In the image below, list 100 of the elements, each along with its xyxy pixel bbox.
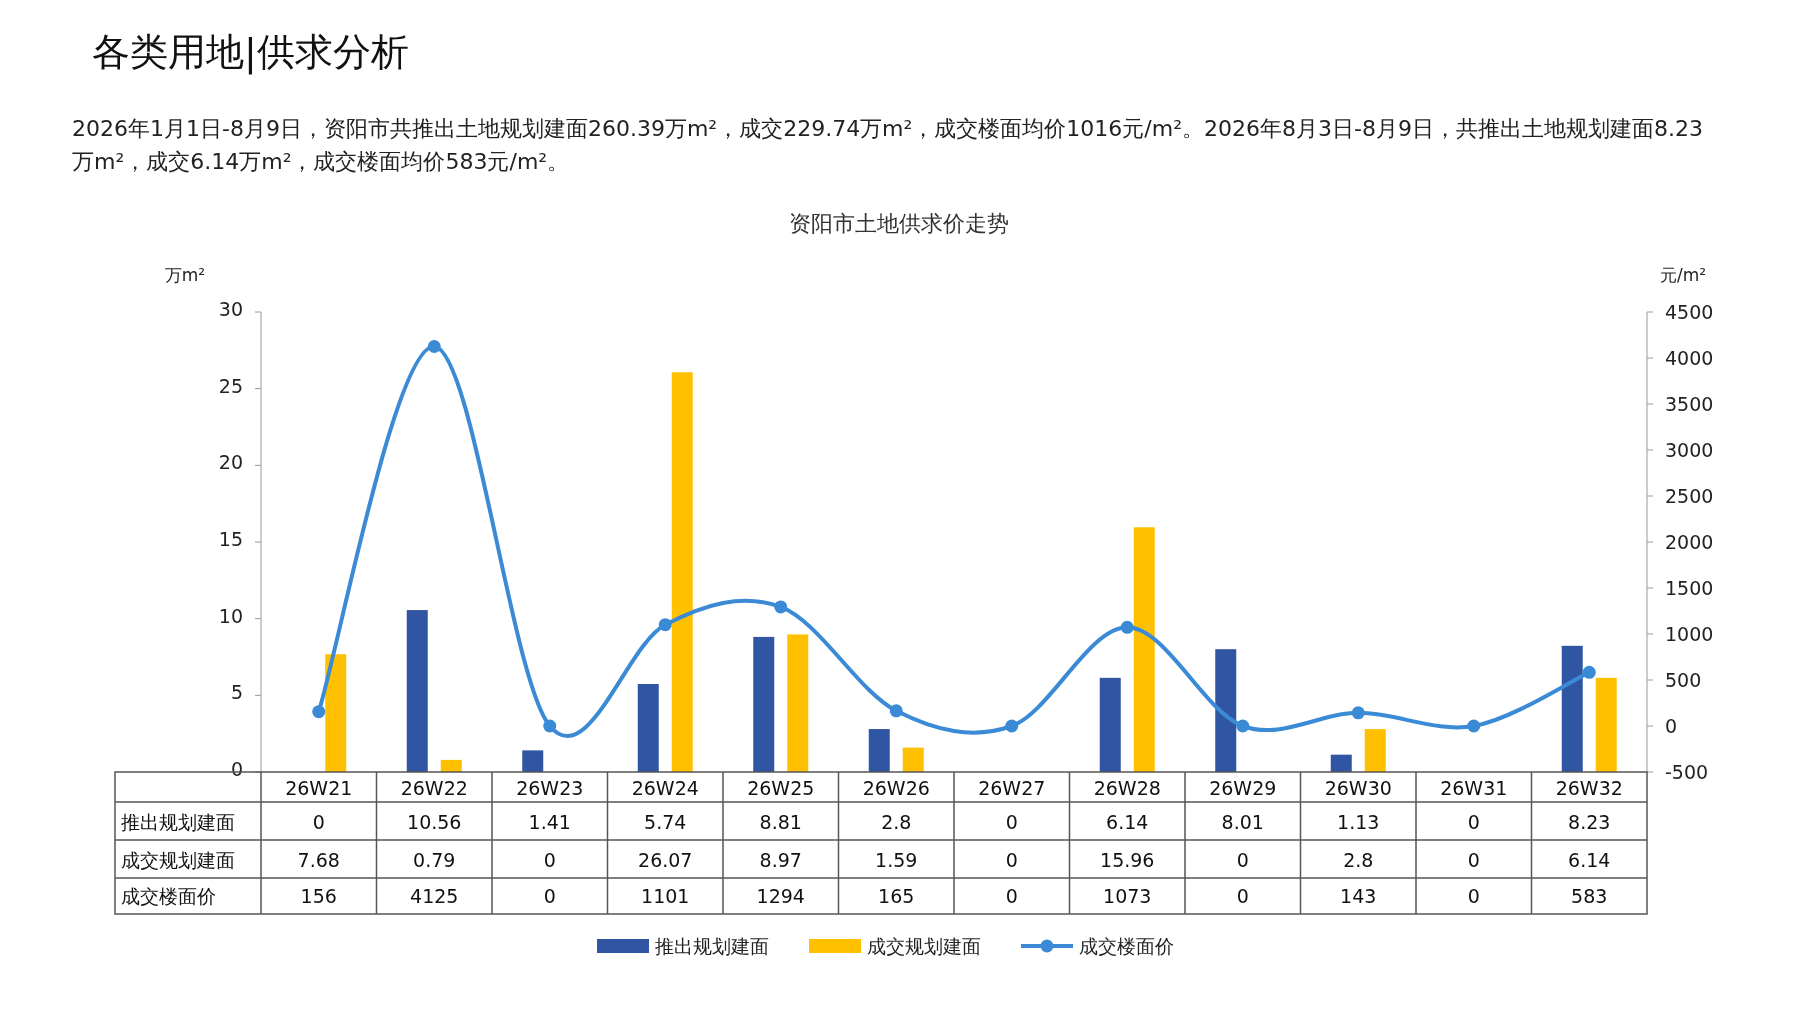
- data-label: 0: [1236, 849, 1249, 871]
- data-label: 0: [312, 811, 325, 833]
- x-tick-label: 26W26: [862, 777, 930, 799]
- bar: [325, 654, 347, 772]
- bar: [902, 747, 924, 772]
- data-label: 6.14: [1106, 811, 1149, 833]
- data-label: 1073: [1103, 885, 1152, 907]
- y-tick-label: 5: [230, 681, 243, 704]
- data-label: 583: [1571, 885, 1608, 907]
- point: [1120, 620, 1134, 634]
- data-label: 2.8: [1343, 849, 1374, 871]
- x-tick-label: 26W30: [1324, 777, 1392, 799]
- bar: [637, 683, 659, 772]
- bar: [868, 729, 890, 772]
- y2-tick-label: -500: [1665, 761, 1709, 783]
- y2-tick-label: 2500: [1665, 485, 1714, 507]
- data-label: 15.96: [1100, 849, 1155, 871]
- y2-tick-label: 1000: [1665, 623, 1714, 645]
- text: 推出规划建面: [121, 811, 235, 833]
- data-label: 8.97: [759, 849, 802, 871]
- y2-tick-label: 4500: [1665, 301, 1714, 323]
- x-tick-label: 26W24: [631, 777, 699, 799]
- x-tick-label: 26W23: [516, 777, 584, 799]
- x-tick-label: 26W29: [1209, 777, 1277, 799]
- data-label: 0: [1467, 811, 1480, 833]
- y-tick-label: 15: [218, 528, 243, 550]
- point: [1467, 719, 1481, 733]
- bar: [1364, 729, 1386, 772]
- data-label: 10.56: [407, 811, 462, 833]
- point: [427, 340, 441, 353]
- data-label: 0: [543, 885, 556, 907]
- point: [1582, 665, 1596, 679]
- x-tick-label: 26W22: [400, 777, 468, 799]
- data-label: 1101: [641, 885, 690, 907]
- x-tick-label: 26W21: [285, 777, 353, 799]
- y2-tick-label: 3500: [1665, 393, 1714, 415]
- data-label: 0: [1005, 885, 1018, 907]
- point: [543, 719, 557, 733]
- data-label: 0: [1005, 849, 1018, 871]
- x-tick-label: 26W28: [1093, 777, 1161, 799]
- bar: [1595, 677, 1617, 772]
- y2-tick-label: 3000: [1665, 439, 1714, 461]
- y-axis-title: 万m²: [164, 265, 206, 285]
- bar: [406, 610, 428, 772]
- data-label: 143: [1340, 885, 1377, 907]
- text: 成交楼面价: [121, 885, 216, 907]
- data-label: 1294: [756, 885, 805, 907]
- point: [1236, 719, 1250, 733]
- data-label: 0: [1467, 849, 1480, 871]
- data-label: 8.81: [759, 811, 802, 833]
- x-tick-label: 26W27: [978, 777, 1046, 799]
- chart-title: 资阳市土地供求价走势: [789, 211, 1009, 236]
- x-tick-label: 26W25: [747, 777, 815, 799]
- bar: [1099, 677, 1121, 772]
- data-label: 5.74: [644, 811, 687, 833]
- data-label: 26.07: [638, 849, 693, 871]
- y-tick-label: 25: [218, 374, 243, 397]
- bar: [753, 636, 775, 772]
- data-label: 1.59: [875, 849, 918, 871]
- y2-axis-title: 元/m²: [1659, 265, 1707, 285]
- point: [1005, 719, 1019, 733]
- data-label: 165: [878, 885, 915, 907]
- y-tick-label: 20: [218, 451, 243, 474]
- data-label: 8.01: [1221, 811, 1264, 833]
- data-label: 8.23: [1568, 811, 1611, 833]
- point: [774, 600, 788, 614]
- data-label: 0: [543, 849, 556, 871]
- point: [889, 704, 903, 718]
- point: [1351, 706, 1365, 720]
- bar: [1215, 649, 1237, 772]
- chart-subtitle: 2026年1月1日-8月9日，资阳市共推出土地规划建面260.39万m²，成交229.74万m²，成交楼面均价1016元/m²。2026年8月3日-8月9日，共推出土地规划建面8.23万m²，成交6.14万m²，成交楼面均价583元/m²。: [72, 115, 1704, 176]
- bar: [522, 750, 544, 772]
- y2-tick-label: 4000: [1665, 347, 1714, 369]
- legend-label: 成交楼面价: [1079, 935, 1174, 957]
- y2-tick-label: 0: [1665, 715, 1678, 737]
- data-label: 1.41: [528, 811, 571, 833]
- data-label: 156: [300, 885, 337, 907]
- legend-label: 成交规划建面: [867, 935, 981, 957]
- y2-tick-label: 1500: [1665, 577, 1714, 599]
- bar: [1330, 754, 1352, 772]
- y2-tick-label: 2000: [1665, 531, 1714, 553]
- data-label: 0: [1467, 885, 1480, 907]
- data-label: 7.68: [297, 849, 340, 871]
- data-label: 0: [1005, 811, 1018, 833]
- x-tick-label: 26W32: [1555, 777, 1623, 799]
- x-tick-label: 26W31: [1440, 777, 1508, 799]
- data-label: 4125: [410, 885, 459, 907]
- bar: [440, 759, 462, 772]
- data-label: 6.14: [1568, 849, 1611, 871]
- y-tick-label: 10: [218, 604, 243, 627]
- data-label: 1.13: [1337, 811, 1380, 833]
- point: [312, 705, 326, 719]
- data-label: 0.79: [413, 849, 456, 871]
- data-label: 0: [1236, 885, 1249, 907]
- legend-label: 推出规划建面: [655, 935, 769, 957]
- bar: [671, 372, 693, 772]
- y2-tick-label: 500: [1665, 669, 1702, 691]
- data-label: 2.8: [881, 811, 912, 833]
- point: [658, 618, 672, 632]
- text: 各类用地|供求分析: [92, 30, 409, 75]
